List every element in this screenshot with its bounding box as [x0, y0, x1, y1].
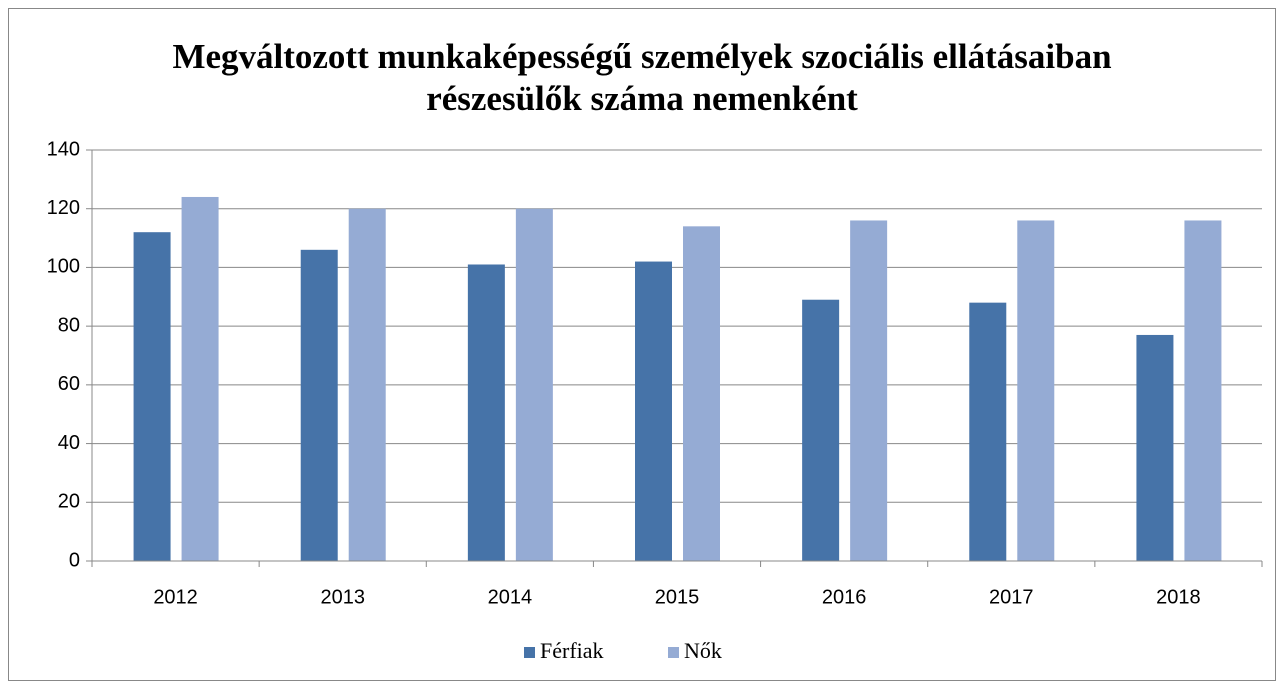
legend-swatch	[668, 647, 679, 658]
x-tick-label: 2012	[153, 586, 198, 608]
x-tick-label: 2017	[989, 586, 1034, 608]
chart-border	[8, 8, 1276, 681]
bar	[969, 302, 1007, 561]
y-tick-label: 100	[47, 256, 80, 278]
bar	[802, 299, 840, 561]
chart-title: Megváltozott munkaképességű személyek sz…	[172, 37, 1112, 118]
y-tick-label: 140	[47, 138, 80, 160]
legend-swatch	[524, 647, 535, 658]
bar	[348, 208, 386, 561]
bar	[1017, 220, 1055, 561]
bar	[635, 261, 672, 561]
bar	[1136, 334, 1174, 561]
bar	[467, 264, 505, 561]
bar	[850, 220, 888, 561]
bar	[133, 232, 171, 561]
bar	[300, 249, 338, 562]
x-tick-label: 2016	[822, 586, 867, 608]
x-tick-label: 2018	[1156, 586, 1201, 608]
bar	[683, 226, 720, 562]
legend-label: Nők	[684, 638, 722, 663]
bar	[515, 208, 553, 561]
y-tick-label: 20	[58, 491, 80, 513]
y-tick-label: 120	[47, 197, 80, 219]
x-tick-label: 2013	[320, 586, 365, 608]
y-tick-label: 60	[58, 373, 80, 395]
legend-label: Férfiak	[540, 638, 604, 663]
y-tick-label: 40	[58, 432, 80, 454]
bar	[181, 196, 219, 561]
x-tick-label: 2015	[655, 586, 700, 608]
bar	[1184, 220, 1222, 561]
y-tick-label: 80	[58, 314, 80, 336]
y-tick-label: 0	[69, 549, 80, 571]
x-tick-label: 2014	[488, 586, 533, 608]
